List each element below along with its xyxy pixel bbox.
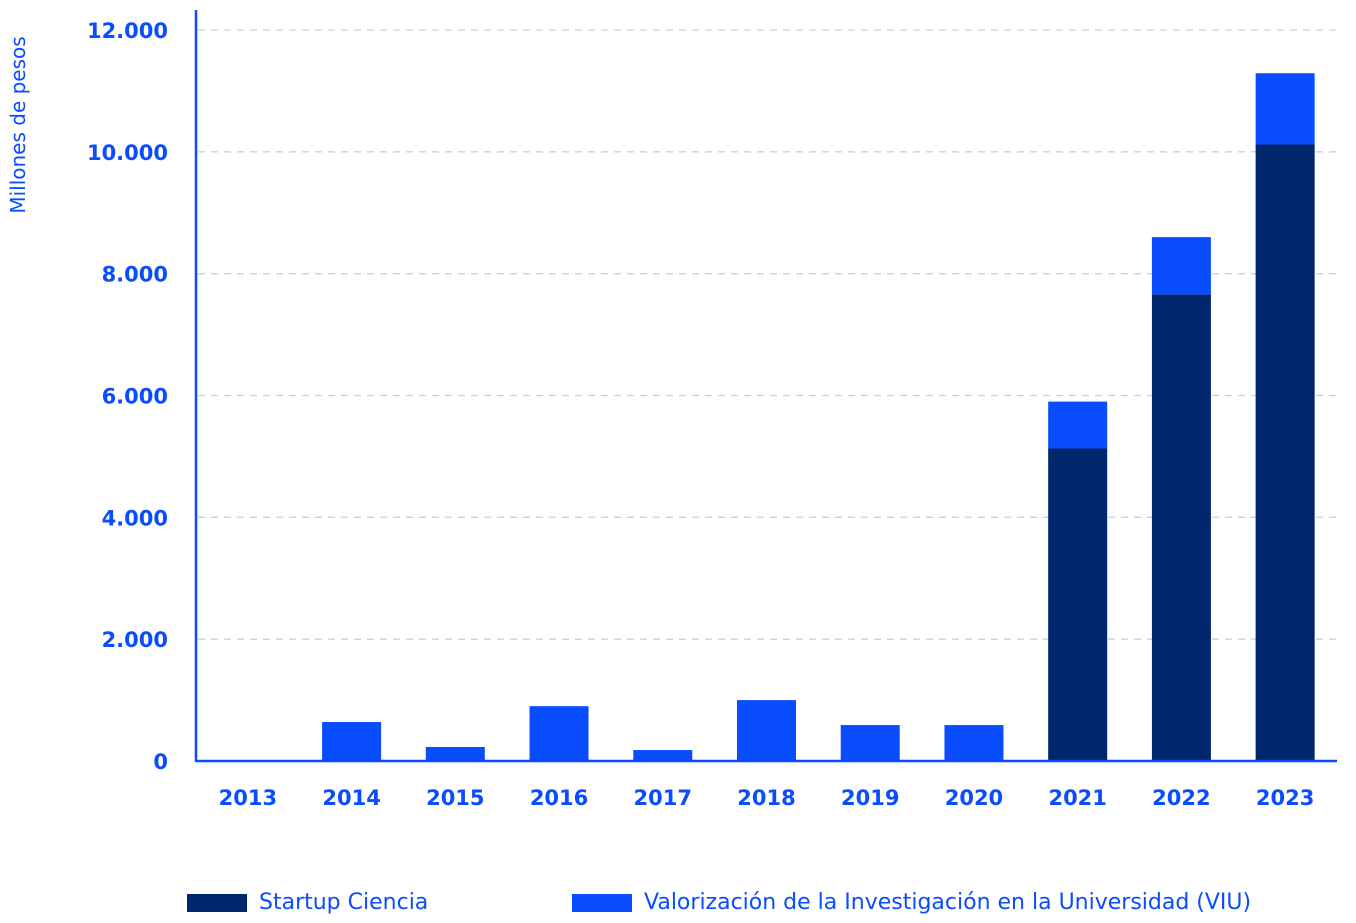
gridlines	[198, 29, 1337, 640]
bar-2023-series-1	[1255, 73, 1315, 145]
bar-2014-series-1	[322, 722, 382, 761]
y-tick-label-1: 2.000	[102, 628, 168, 652]
legend-label-viu: Valorización de la Investigación en la U…	[644, 890, 1252, 915]
x-tick-label-2021: 2021	[1048, 786, 1106, 810]
y-tick-label-3: 6.000	[102, 385, 168, 409]
y-tick-label-2: 4.000	[102, 506, 168, 530]
legend: Startup Ciencia Valorización de la Inves…	[187, 890, 1347, 920]
bar-2022-series-1	[1151, 237, 1211, 295]
x-tick-label-2016: 2016	[530, 786, 588, 810]
y-tick-label-0: 0	[153, 750, 168, 774]
legend-item-startup-ciencia: Startup Ciencia	[187, 890, 428, 915]
x-tick-label-2020: 2020	[945, 786, 1003, 810]
bar-2021-series-0	[1048, 448, 1108, 761]
x-tick-label-2015: 2015	[426, 786, 484, 810]
bar-2018-series-1	[737, 700, 796, 761]
x-tick-labels: 2013 2014 2015 2016 2017 2018 2019 2020 2021 2022…	[219, 786, 1315, 810]
bar-2021-series-1	[1048, 401, 1108, 449]
axes	[194, 10, 1337, 763]
y-axis-label: Millones de pesos	[6, 36, 30, 213]
y-tick-label-6: 12.000	[87, 19, 168, 43]
bar-2015-series-1	[425, 746, 485, 761]
legend-label-startup-ciencia: Startup Ciencia	[259, 890, 429, 915]
x-tick-label-2014: 2014	[322, 786, 380, 810]
bar-2019-series-1	[840, 725, 900, 761]
bars	[322, 73, 1315, 762]
bar-2020-series-1	[944, 725, 1004, 761]
bar-2022-series-0	[1151, 294, 1211, 761]
bar-2017-series-1	[633, 750, 693, 761]
x-tick-label-2022: 2022	[1152, 786, 1210, 810]
legend-item-viu: Valorización de la Investigación en la U…	[572, 890, 1251, 915]
bar-2023-series-0	[1255, 144, 1315, 762]
y-tick-labels: 0 2.000 4.000 6.000 8.000 10.000 12.000	[87, 19, 168, 774]
y-tick-label-4: 8.000	[102, 263, 168, 287]
y-tick-label-5: 10.000	[87, 141, 168, 165]
x-tick-label-2013: 2013	[219, 786, 277, 810]
x-tick-label-2017: 2017	[634, 786, 692, 810]
x-tick-label-2023: 2023	[1256, 786, 1314, 810]
bar-2016-series-1	[529, 706, 589, 761]
x-tick-label-2019: 2019	[841, 786, 899, 810]
legend-swatch-startup-ciencia	[187, 893, 247, 912]
x-tick-label-2018: 2018	[737, 786, 795, 810]
legend-swatch-viu	[572, 893, 632, 912]
